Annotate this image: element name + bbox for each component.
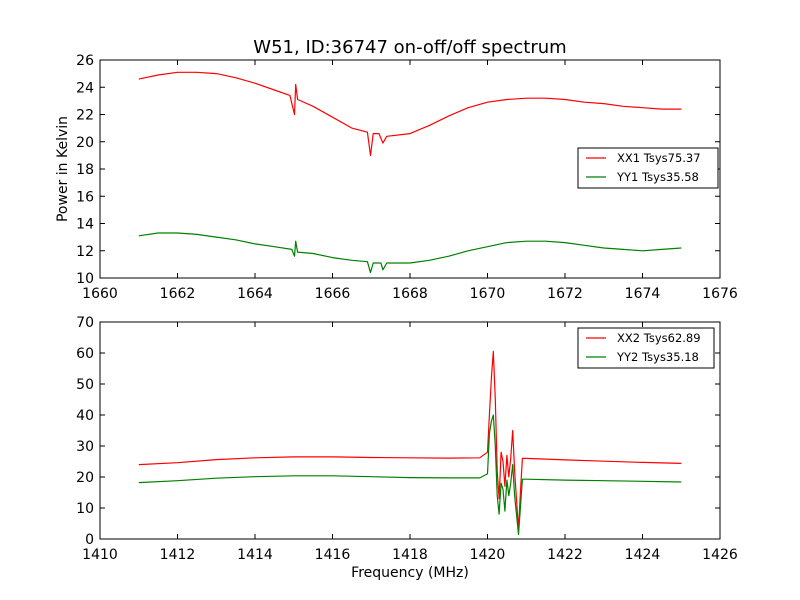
bottom-x-tick-label: 1426 [702, 547, 738, 563]
top-y-ticks: 10 12 14 16 18 20 22 24 26 [76, 53, 720, 287]
top-y-tick-label: 22 [76, 108, 94, 124]
top-x-ticks: 1660 1662 1664 1666 1668 1670 1672 1674 1676 [82, 60, 738, 302]
top-series-line-yy [138, 232, 682, 274]
bottom-series-line-yy [138, 414, 682, 536]
top-x-tick-label: 1662 [160, 286, 196, 302]
bottom-legend: XX2 Tsys62.89 YY2 Tsys35.18 [577, 327, 715, 369]
top-x-tick-label: 1660 [82, 286, 118, 302]
bottom-x-tick-label: 1422 [547, 547, 583, 563]
top-y-tick-label: 16 [76, 189, 94, 205]
bottom-y-tick-label: 70 [76, 315, 94, 331]
top-x-tick-label: 1672 [547, 286, 583, 302]
bottom-chart: 1410 1412 1414 1416 1418 1420 1422 1424 1426 0 10… [76, 315, 738, 581]
bottom-y-tick-label: 60 [76, 346, 94, 362]
bottom-x-tick-label: 1414 [237, 547, 273, 563]
top-legend-label-xx1: XX1 Tsys75.37 [617, 151, 701, 165]
bottom-x-tick-label: 1424 [625, 547, 661, 563]
top-y-axis-label: Power in Kelvin [55, 116, 71, 222]
bottom-x-tick-label: 1418 [392, 547, 428, 563]
bottom-y-tick-label: 40 [76, 408, 94, 424]
top-x-tick-label: 1674 [625, 286, 661, 302]
top-x-tick-label: 1676 [702, 286, 738, 302]
top-series-line-xx [138, 71, 682, 156]
bottom-legend-box [577, 327, 715, 369]
top-x-tick-label: 1666 [315, 286, 351, 302]
bottom-x-tick-label: 1412 [160, 547, 196, 563]
bottom-x-ticks: 1410 1412 1414 1416 1418 1420 1422 1424 1426 [82, 322, 738, 563]
bottom-y-ticks: 0 10 20 30 40 50 60 70 [76, 315, 720, 548]
bottom-y-tick-label: 20 [76, 470, 94, 486]
bottom-series-line-xx [138, 350, 682, 531]
top-legend: XX1 Tsys75.37 YY1 Tsys35.58 [577, 147, 719, 189]
top-y-tick-label: 18 [76, 162, 94, 178]
top-y-tick-label: 10 [76, 271, 94, 287]
top-series [138, 71, 682, 274]
top-y-tick-label: 24 [76, 80, 94, 96]
top-y-tick-label: 14 [76, 217, 94, 233]
top-y-tick-label: 26 [76, 53, 94, 69]
top-y-tick-label: 20 [76, 135, 94, 151]
bottom-y-tick-label: 10 [76, 501, 94, 517]
top-legend-label-yy1: YY1 Tsys35.58 [616, 170, 699, 184]
top-legend-box [577, 147, 719, 189]
bottom-x-tick-label: 1410 [82, 547, 118, 563]
bottom-y-tick-label: 0 [85, 532, 94, 548]
bottom-y-tick-label: 30 [76, 439, 94, 455]
top-x-tick-label: 1670 [470, 286, 506, 302]
bottom-x-tick-label: 1416 [315, 547, 351, 563]
figure-title: W51, ID:36747 on-off/off spectrum [253, 37, 566, 58]
bottom-series [138, 350, 682, 536]
top-chart: 1660 1662 1664 1666 1668 1670 1672 1674 1676 101… [55, 53, 738, 302]
bottom-legend-label-xx2: XX2 Tsys62.89 [617, 331, 701, 345]
bottom-legend-label-yy2: YY2 Tsys35.18 [616, 350, 699, 364]
bottom-x-axis-label: Frequency (MHz) [351, 565, 469, 581]
top-x-tick-label: 1664 [237, 286, 273, 302]
bottom-y-tick-label: 50 [76, 377, 94, 393]
top-y-tick-label: 12 [76, 244, 94, 260]
top-x-tick-label: 1668 [392, 286, 428, 302]
bottom-x-tick-label: 1420 [470, 547, 506, 563]
